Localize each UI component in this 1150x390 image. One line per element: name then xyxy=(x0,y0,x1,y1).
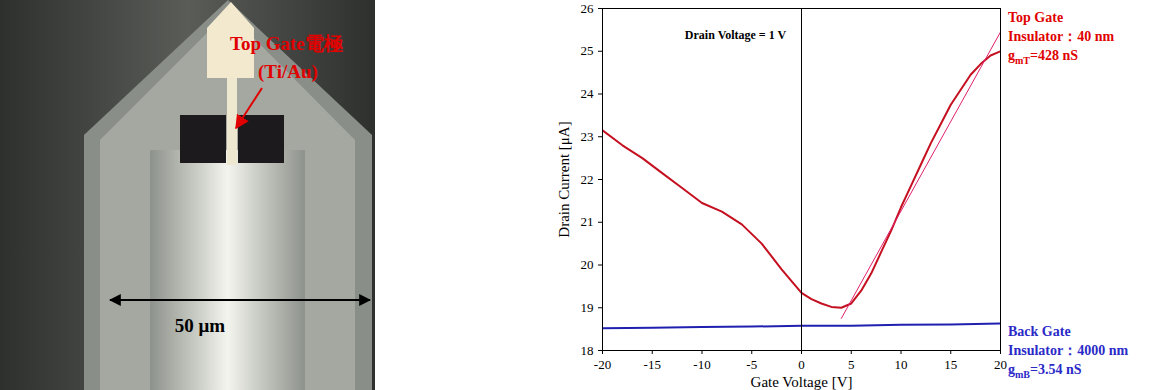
svg-text:5: 5 xyxy=(848,357,855,372)
svg-text:Gate Voltage [V]: Gate Voltage [V] xyxy=(751,374,853,390)
svg-text:26: 26 xyxy=(581,1,595,16)
svg-text:Top Gate電極: Top Gate電極 xyxy=(230,33,343,54)
svg-text:21: 21 xyxy=(581,214,594,229)
svg-text:19: 19 xyxy=(581,300,594,315)
svg-text:22: 22 xyxy=(581,172,594,187)
html-text:Insulator：4000 nm: Insulator：4000 nm xyxy=(1008,343,1129,358)
svg-text:(Ti/Au): (Ti/Au) xyxy=(258,61,318,83)
svg-text:Drain Voltage = 1 V: Drain Voltage = 1 V xyxy=(685,28,787,42)
svg-text:10: 10 xyxy=(895,357,908,372)
svg-text:0: 0 xyxy=(798,357,805,372)
svg-text:50 μm: 50 μm xyxy=(175,315,226,336)
svg-text:18: 18 xyxy=(581,343,594,358)
svg-text:15: 15 xyxy=(944,357,957,372)
svg-text:23: 23 xyxy=(581,129,594,144)
svg-text:-10: -10 xyxy=(693,357,710,372)
svg-text:-20: -20 xyxy=(594,357,611,372)
svg-text:-5: -5 xyxy=(746,357,757,372)
svg-text:25: 25 xyxy=(581,43,594,58)
svg-text:-15: -15 xyxy=(644,357,661,372)
html-text:Back Gate: Back Gate xyxy=(1008,324,1071,339)
svg-text:20: 20 xyxy=(581,257,594,272)
html-text:Insulator：40 nm: Insulator：40 nm xyxy=(1008,29,1115,44)
html-text:Top Gate: Top Gate xyxy=(1008,10,1064,25)
html-text:gmT=428 nS: gmT=428 nS xyxy=(1008,48,1079,66)
svg-text:20: 20 xyxy=(994,357,1007,372)
svg-text:24: 24 xyxy=(581,86,595,101)
svg-text:Drain Current [μA]: Drain Current [μA] xyxy=(556,121,572,237)
html-text:gmB=3.54 nS: gmB=3.54 nS xyxy=(1008,362,1082,380)
